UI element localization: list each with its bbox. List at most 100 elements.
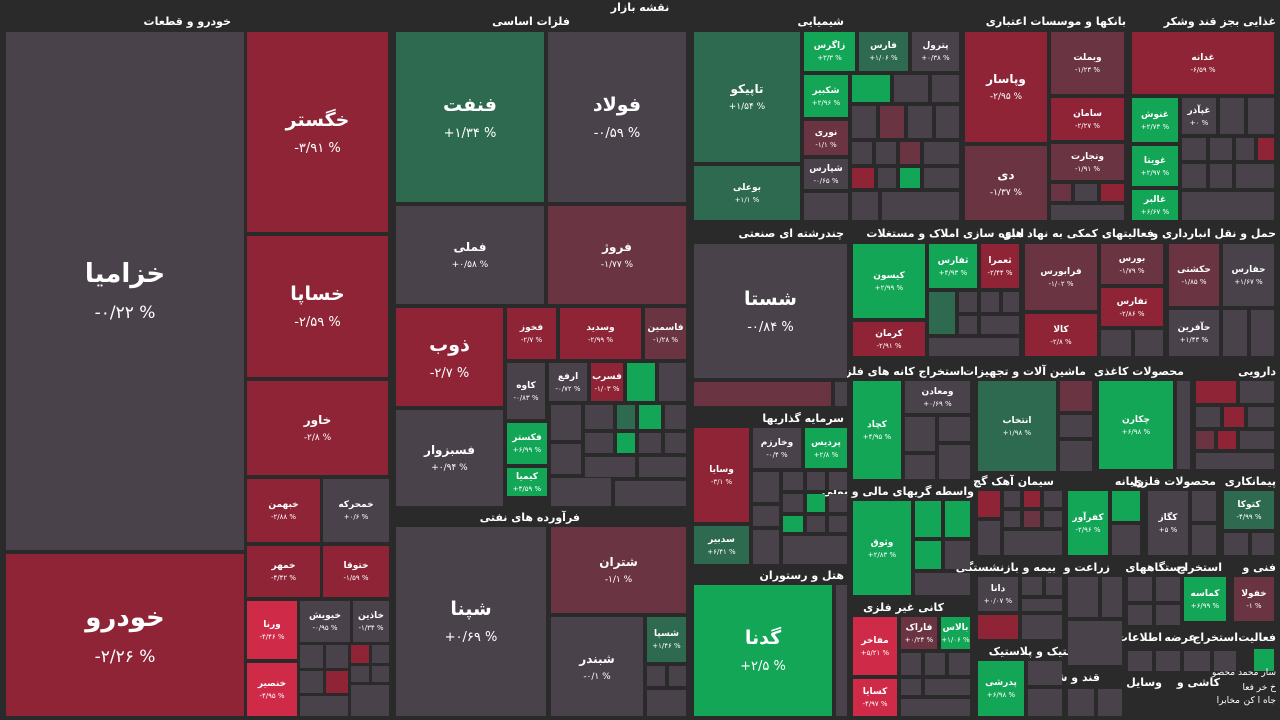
tile-khmehr[interactable]: خمهر -۴/۴۲ %: [247, 546, 320, 597]
tile-dey[interactable]: دی -۱/۳۷ %: [965, 146, 1047, 220]
tile-khvish[interactable]: خیویش -۰/۹۵ %: [300, 601, 350, 642]
filler-tile: [551, 478, 611, 506]
tile-ghdane[interactable]: غدانه -۶/۵۹ %: [1132, 32, 1274, 94]
tile-khazin[interactable]: خاذین -۱/۳۴ %: [353, 601, 389, 642]
tile-fasorb[interactable]: فسرب -۱/۰۳ %: [591, 363, 623, 401]
tile-zob[interactable]: ذوب -۲/۷ %: [396, 308, 503, 406]
tile-kechad[interactable]: کچاد +۴/۹۵ %: [853, 381, 901, 479]
tile-kefaravar[interactable]: فاراک +۰/۲۴ %: [901, 617, 937, 649]
tile-kimia[interactable]: کیمیا +۴/۵۹ %: [507, 468, 547, 496]
tile-noori[interactable]: نوری -۱/۱ %: [804, 121, 848, 155]
tile-kamase[interactable]: کماسه +۶/۹۹ %: [1184, 577, 1226, 621]
tile-vtejarat[interactable]: وتجارت -۱/۹۱ %: [1051, 144, 1124, 180]
tile-saemra[interactable]: ثعمرا -۲/۴۴ %: [981, 244, 1019, 288]
tile-fasabzevar[interactable]: فسبزوار +۰/۹۴ %: [396, 410, 503, 506]
section-label: اطلاعات: [1116, 631, 1162, 644]
tile-foroozh[interactable]: فروژ -۱/۷۷ %: [548, 206, 686, 304]
tile-vasaya[interactable]: وسایا -۳/۱ %: [694, 428, 749, 522]
tile-shepars[interactable]: شپارس -۰/۶۵ %: [804, 159, 848, 189]
section-label: فرآورده های نفتی: [479, 511, 580, 524]
tile-vepasar[interactable]: وپاسار -۲/۹۵ %: [965, 32, 1047, 142]
tile-ketoka[interactable]: کسایا -۴/۹۷ %: [853, 679, 897, 716]
filler-tile: [1024, 511, 1040, 527]
tile-bourse[interactable]: بورس -۱/۷۹ %: [1101, 244, 1163, 284]
filler-tile: [945, 501, 970, 537]
tile-pardis[interactable]: پردیس +۲/۸ %: [805, 428, 847, 468]
tile-shepna[interactable]: شپنا +۰/۶۹ %: [396, 527, 546, 716]
filler-tile: [981, 292, 999, 312]
tile-hafars[interactable]: حفارس +۱/۶۷ %: [1223, 244, 1274, 306]
tile-fars[interactable]: فارس +۱/۰۶ %: [859, 32, 908, 71]
tile-fakastar[interactable]: فکستر +۶/۹۹ %: [507, 423, 547, 464]
filler-tile: [835, 382, 847, 406]
tile-khavar[interactable]: خاور -۲/۸ %: [247, 381, 388, 475]
filler-tile: [753, 472, 779, 502]
filler-tile: [1128, 605, 1152, 625]
tile-kerman[interactable]: کرمان -۲/۹۱ %: [853, 322, 925, 356]
tile-varna[interactable]: ورنا -۴/۴۶ %: [247, 601, 297, 659]
tile-entekhab[interactable]: انتخاب +۱/۹۸ %: [978, 381, 1056, 471]
filler-tile: [372, 645, 389, 663]
tile-sadbir[interactable]: سدبیر +۶/۴۱ %: [694, 526, 749, 564]
tile-khgostar[interactable]: خگستر -۳/۹۱ %: [247, 32, 388, 232]
tile-chekaren[interactable]: چکارن +۶/۹۸ %: [1099, 381, 1173, 469]
tile-mafakher[interactable]: کفرآور -۲/۹۶ %: [1068, 491, 1108, 555]
filler-tile: [1223, 310, 1247, 356]
tile-saman[interactable]: سامان -۲/۲۷ %: [1051, 98, 1124, 140]
section-label: سرمایه گذاریها: [762, 412, 844, 425]
tile-khtooqa[interactable]: ختوقا -۱/۵۹ %: [323, 546, 389, 597]
filler-tile: [1192, 491, 1216, 521]
tile-ghviat[interactable]: غویتا +۲/۹۷ %: [1132, 146, 1178, 186]
tile-fasmin[interactable]: فاسمین -۱/۲۸ %: [645, 308, 686, 359]
tile-tafars[interactable]: تفارس -۲/۸۶ %: [1101, 288, 1163, 326]
filler-tile: [351, 685, 389, 716]
filler-tile: [1028, 661, 1062, 685]
tile-padarshi[interactable]: پدرشی +۶/۹۸ %: [978, 661, 1024, 716]
tile-hakeshti[interactable]: حکشتی -۱/۸۵ %: [1169, 244, 1219, 306]
tile-vasadid[interactable]: وسدید -۲/۹۹ %: [560, 308, 641, 359]
tile-shekbir[interactable]: شکبیر +۲/۹۶ %: [804, 75, 848, 117]
tile-kala[interactable]: کالا -۲/۸ %: [1025, 314, 1097, 356]
tile-foolad[interactable]: فولاد -۰/۵۹ %: [548, 32, 686, 202]
tile-tapico[interactable]: تاپیکو +۱/۵۴ %: [694, 32, 800, 162]
tile-vamaaden[interactable]: ومعادن +۰/۶۹ %: [905, 381, 970, 413]
tile-farak[interactable]: کگاز +۵ %: [1148, 491, 1188, 555]
tile-dana[interactable]: دانا +۰/۰۷ %: [978, 577, 1018, 611]
section-label: فنی و: [1242, 561, 1277, 574]
tile-ghpazar[interactable]: غپآذر +۰ %: [1182, 98, 1216, 134]
tile-khnasir[interactable]: خنصیر -۴/۹۵ %: [247, 663, 297, 716]
tile-vosoogh[interactable]: وثوق +۲/۸۳ %: [853, 501, 911, 595]
tile-khsapa[interactable]: خساپا -۲/۵۹ %: [247, 236, 388, 377]
tile-kasaya[interactable]: مفاخر +۵/۲۱ %: [853, 617, 897, 675]
section-label: ماشین آلات و تجهیزات: [963, 365, 1086, 378]
tile-fakhooz[interactable]: فخوز -۲/۷ %: [507, 308, 556, 359]
tile-farabourse[interactable]: فرابورس -۱/۰۲ %: [1025, 244, 1097, 310]
tile-bouali[interactable]: بوعلی +۱/۱ %: [694, 166, 800, 220]
filler-tile: [807, 494, 825, 512]
tile-kison[interactable]: کیسون +۲/۹۹ %: [853, 244, 925, 318]
tile-shesapa[interactable]: شسپا +۱/۴۶ %: [647, 617, 686, 662]
tile-arfa[interactable]: ارفع -۰/۷۲ %: [549, 363, 587, 401]
tile-fanaft[interactable]: فنفت +۱/۳۴ %: [396, 32, 544, 202]
tile-fameli[interactable]: فملی +۰/۵۸ %: [396, 206, 544, 304]
tile-vkharazm[interactable]: وخارزم -۰/۴ %: [753, 428, 801, 468]
tile-khazamia[interactable]: خزامیا -۰/۲۲ %: [6, 32, 244, 550]
tile-shetran[interactable]: شتران -۱/۱ %: [551, 527, 686, 613]
tile-gadna[interactable]: گدنا +۲/۵ %: [694, 585, 832, 716]
tile-balas[interactable]: کتوکا -۴/۹۹ %: [1224, 491, 1274, 529]
tile-kaveh[interactable]: کاوه -۰/۸۳ %: [507, 363, 545, 419]
tile-shasta[interactable]: شستا -۰/۸۴ %: [694, 244, 847, 378]
tile-zagros[interactable]: زاگرس +۳/۳ %: [804, 32, 855, 71]
tile-khfoola[interactable]: خفولا -۱ %: [1234, 577, 1274, 621]
tile-vbmellat[interactable]: وبملت -۱/۲۳ %: [1051, 32, 1124, 94]
tile-kegaz[interactable]: بالاس +۱/۰۶ %: [941, 617, 970, 649]
tile-khbahman[interactable]: خبهمن -۲/۸۸ %: [247, 479, 320, 542]
tile-petrol[interactable]: پترول +۰/۳۸ %: [912, 32, 959, 71]
tile-khodro[interactable]: خودرو -۲/۲۶ %: [6, 554, 244, 716]
tile-ghalbar[interactable]: غالبر +۶/۶۷ %: [1132, 190, 1178, 220]
tile-haafarin[interactable]: حآفرین +۱/۴۳ %: [1169, 310, 1219, 356]
tile-shebandar[interactable]: شبندر -۰/۱ %: [551, 617, 643, 716]
tile-safars[interactable]: ثفارس +۴/۹۳ %: [929, 244, 977, 288]
tile-ghnoosh[interactable]: غنوش +۲/۷۴ %: [1132, 98, 1178, 142]
tile-khmoharreke[interactable]: خمحرکه +۰/۶ %: [323, 479, 389, 542]
